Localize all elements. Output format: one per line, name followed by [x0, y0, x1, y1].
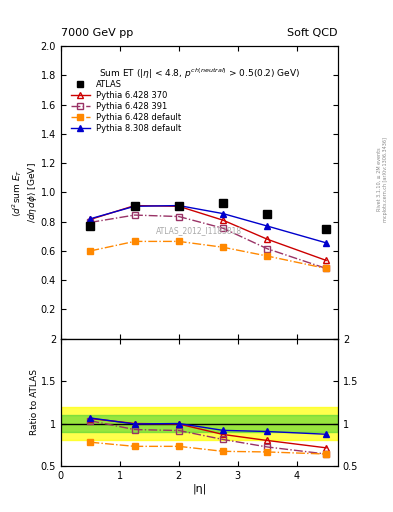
Y-axis label: Ratio to ATLAS: Ratio to ATLAS — [30, 369, 39, 435]
X-axis label: |η|: |η| — [192, 483, 207, 494]
Bar — [61, 415, 338, 432]
Y-axis label: $\langle d^2\mathrm{sum}\ E_T$
$/d\eta\,d\phi\rangle$ [GeV]: $\langle d^2\mathrm{sum}\ E_T$ $/d\eta\,… — [11, 162, 39, 223]
Bar — [61, 407, 338, 440]
Text: Rivet 3.1.10, ≥ 2M events: Rivet 3.1.10, ≥ 2M events — [377, 147, 382, 211]
Text: mcplots.cern.ch [arXiv:1306.3436]: mcplots.cern.ch [arXiv:1306.3436] — [384, 137, 388, 222]
Text: ATLAS_2012_I1183818: ATLAS_2012_I1183818 — [156, 226, 242, 235]
Text: Sum ET ($|\eta|$ < 4.8, $p^{ch(neutral)}$ > 0.5(0.2) GeV): Sum ET ($|\eta|$ < 4.8, $p^{ch(neutral)}… — [99, 67, 300, 81]
Legend: ATLAS, Pythia 6.428 370, Pythia 6.428 391, Pythia 6.428 default, Pythia 8.308 de: ATLAS, Pythia 6.428 370, Pythia 6.428 39… — [68, 77, 185, 137]
Text: 7000 GeV pp: 7000 GeV pp — [61, 28, 133, 38]
Text: Soft QCD: Soft QCD — [288, 28, 338, 38]
